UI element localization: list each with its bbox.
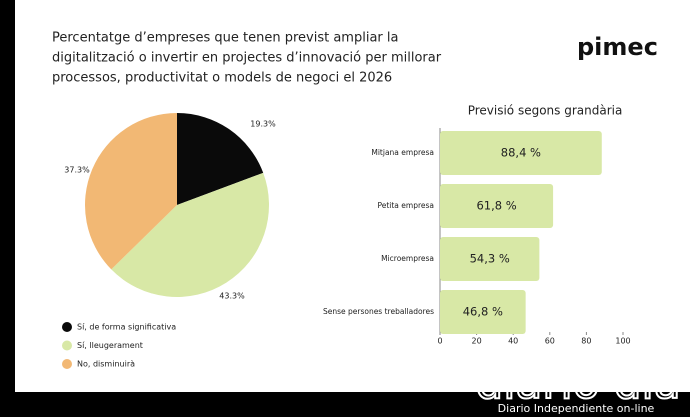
slice-label: 19.3% — [250, 120, 276, 129]
title-line: digitalització o invertir en projectes d… — [52, 51, 442, 66]
x-tick-label: 80 — [581, 337, 591, 346]
title-line: Percentatge d’empreses que tenen previst… — [52, 31, 398, 46]
x-tick-label: 0 — [437, 337, 442, 346]
x-tick-label: 60 — [545, 337, 555, 346]
x-tick-label: 40 — [508, 337, 518, 346]
legend-label: Sí, de forma significativa — [77, 323, 176, 332]
bar — [440, 237, 540, 281]
value-label: 88,4 % — [501, 146, 541, 160]
slice-label: 37.3% — [64, 166, 90, 175]
chart-title: Previsió segons grandària — [468, 104, 623, 118]
value-label: 54,3 % — [470, 252, 510, 266]
bar — [440, 184, 554, 228]
x-tick-label: 100 — [615, 337, 630, 346]
pie-slice — [177, 113, 264, 205]
pie-slice — [85, 113, 177, 270]
value-label: 46,8 % — [463, 305, 503, 319]
slice-label: 43.3% — [219, 292, 245, 301]
category-label: Mitjana empresa — [371, 148, 434, 157]
category-label: Petita empresa — [377, 201, 434, 210]
x-tick-label: 20 — [472, 337, 482, 346]
legend-marker — [62, 359, 72, 369]
pie-slice — [111, 172, 269, 297]
category-label: Sense persones treballadores — [323, 307, 434, 316]
legend-marker — [62, 322, 72, 332]
legend-label: No, disminuirà — [77, 360, 135, 369]
watermark-brand: diario dia — [475, 358, 680, 409]
watermark-tagline: Diario Independiente on-line — [498, 402, 655, 415]
value-label: 61,8 % — [476, 199, 516, 213]
bar — [440, 131, 602, 175]
title-line: processos, productivitat o models de neg… — [52, 71, 392, 86]
bar — [440, 290, 526, 334]
legend-marker — [62, 340, 72, 351]
legend-label: Sí, lleugerament — [77, 341, 143, 350]
category-label: Microempresa — [381, 254, 434, 263]
logo: pimec — [577, 33, 658, 61]
